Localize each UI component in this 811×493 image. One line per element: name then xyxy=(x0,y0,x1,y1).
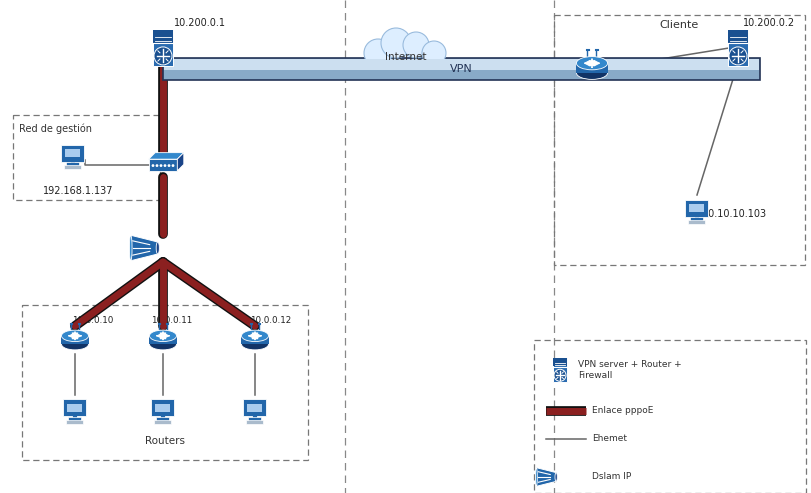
FancyBboxPatch shape xyxy=(62,144,84,162)
Text: 10.0.0.11: 10.0.0.11 xyxy=(151,316,192,325)
Text: Dslam IP: Dslam IP xyxy=(591,472,630,482)
FancyBboxPatch shape xyxy=(553,358,566,382)
Text: 10.0.0.10: 10.0.0.10 xyxy=(72,316,114,325)
Ellipse shape xyxy=(422,41,445,65)
FancyBboxPatch shape xyxy=(64,165,81,170)
FancyBboxPatch shape xyxy=(727,30,747,42)
FancyBboxPatch shape xyxy=(689,217,702,220)
FancyBboxPatch shape xyxy=(67,162,79,166)
FancyBboxPatch shape xyxy=(63,399,87,417)
FancyBboxPatch shape xyxy=(241,336,268,344)
Ellipse shape xyxy=(402,32,428,58)
Text: 10.10.10.103: 10.10.10.103 xyxy=(702,209,766,219)
Ellipse shape xyxy=(156,242,159,254)
Ellipse shape xyxy=(554,473,556,481)
Text: VPN server + Router +
Firewall: VPN server + Router + Firewall xyxy=(577,360,680,380)
Ellipse shape xyxy=(241,338,268,350)
FancyBboxPatch shape xyxy=(66,149,80,157)
Text: 10.200.0.1: 10.200.0.1 xyxy=(174,18,225,28)
Ellipse shape xyxy=(371,45,440,75)
Ellipse shape xyxy=(149,338,176,350)
FancyBboxPatch shape xyxy=(688,220,705,224)
FancyBboxPatch shape xyxy=(68,417,81,421)
FancyBboxPatch shape xyxy=(156,404,170,412)
Polygon shape xyxy=(536,468,556,487)
FancyBboxPatch shape xyxy=(164,59,758,70)
Ellipse shape xyxy=(241,330,268,342)
Ellipse shape xyxy=(62,330,88,342)
Ellipse shape xyxy=(380,28,410,58)
FancyBboxPatch shape xyxy=(689,204,704,212)
Ellipse shape xyxy=(576,66,607,79)
Circle shape xyxy=(160,164,162,167)
FancyBboxPatch shape xyxy=(684,200,708,216)
Text: VPN: VPN xyxy=(449,64,472,74)
Circle shape xyxy=(167,164,170,167)
Text: Internet: Internet xyxy=(384,52,427,62)
Text: Cliente: Cliente xyxy=(659,20,698,30)
Circle shape xyxy=(163,164,166,167)
Circle shape xyxy=(728,47,746,65)
FancyBboxPatch shape xyxy=(727,30,747,66)
FancyBboxPatch shape xyxy=(553,358,566,366)
FancyBboxPatch shape xyxy=(247,404,262,412)
FancyBboxPatch shape xyxy=(67,404,83,412)
FancyBboxPatch shape xyxy=(243,399,266,417)
FancyBboxPatch shape xyxy=(157,417,169,421)
Text: 192.168.1.137: 192.168.1.137 xyxy=(43,186,114,196)
Text: 10.0.0.1: 10.0.0.1 xyxy=(169,68,208,78)
Polygon shape xyxy=(131,235,157,261)
Polygon shape xyxy=(177,153,183,171)
Ellipse shape xyxy=(363,39,392,67)
FancyBboxPatch shape xyxy=(248,417,261,421)
Text: Red de gestión: Red de gestión xyxy=(19,123,92,134)
FancyBboxPatch shape xyxy=(153,30,173,66)
FancyBboxPatch shape xyxy=(163,58,759,80)
Circle shape xyxy=(154,47,172,65)
FancyBboxPatch shape xyxy=(149,336,176,344)
Ellipse shape xyxy=(534,468,537,487)
Text: Ehemet: Ehemet xyxy=(591,434,626,444)
Polygon shape xyxy=(148,153,183,159)
Text: Routers: Routers xyxy=(145,436,185,446)
FancyBboxPatch shape xyxy=(576,63,607,73)
FancyBboxPatch shape xyxy=(152,399,174,417)
Ellipse shape xyxy=(149,330,176,342)
Text: 10.0.0.12: 10.0.0.12 xyxy=(250,316,291,325)
FancyBboxPatch shape xyxy=(62,336,88,344)
Ellipse shape xyxy=(129,235,132,261)
Ellipse shape xyxy=(62,338,88,350)
Circle shape xyxy=(152,164,154,167)
FancyBboxPatch shape xyxy=(247,420,264,424)
FancyBboxPatch shape xyxy=(154,420,171,424)
Circle shape xyxy=(156,164,158,167)
FancyBboxPatch shape xyxy=(148,159,177,171)
Text: 10.200.0.2: 10.200.0.2 xyxy=(742,18,794,28)
FancyBboxPatch shape xyxy=(67,420,84,424)
Circle shape xyxy=(553,369,565,381)
Circle shape xyxy=(171,164,174,167)
FancyBboxPatch shape xyxy=(153,30,173,42)
Ellipse shape xyxy=(576,57,607,70)
Text: Enlace pppoE: Enlace pppoE xyxy=(591,407,653,416)
